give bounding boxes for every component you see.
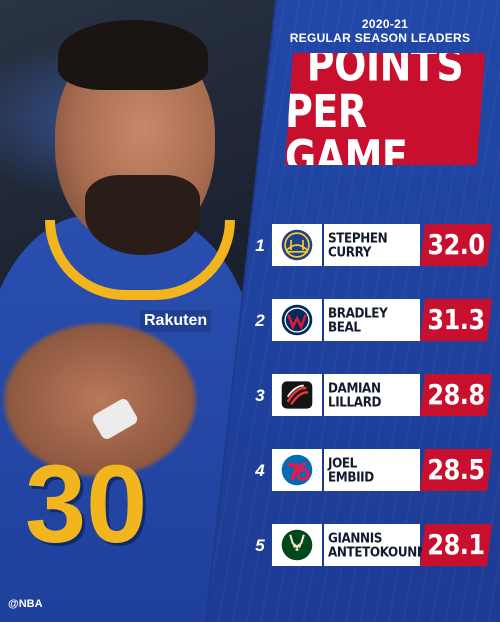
rank-number: 4 [255, 461, 265, 480]
player-hands [0, 320, 200, 480]
player-last-name: LILLARD [328, 394, 382, 410]
ppg-value-box: 28.8 [420, 374, 492, 416]
player-first-name: GIANNIS [328, 530, 382, 546]
nba-credit: @NBA [8, 598, 43, 610]
trail-blazers-logo-icon [272, 374, 322, 416]
rank-number: 3 [255, 386, 265, 405]
ppg-value: 28.5 [427, 453, 485, 487]
player-first-name: STEPHEN [328, 230, 388, 246]
season-label: 2020-21 [361, 17, 409, 31]
ppg-value: 31.3 [427, 303, 485, 337]
leader-row-1: 1 STEPHEN CURRY 32.0 [0, 224, 500, 270]
warriors-logo-icon [272, 224, 322, 266]
title-banner: POINTS PER GAME [285, 53, 485, 165]
player-name: DAMIAN LILLARD [322, 374, 420, 416]
ppg-value-box: 32.0 [420, 224, 492, 266]
player-name: GIANNIS ANTETOKOUNMPO [322, 524, 447, 566]
wizards-logo-icon [272, 299, 322, 341]
ppg-value: 32.0 [427, 228, 485, 262]
player-hair [58, 20, 208, 90]
player-name: BRADLEY BEAL [322, 299, 420, 341]
76ers-logo-icon [272, 449, 322, 491]
player-last-name: BEAL [328, 319, 361, 335]
ppg-value: 28.1 [427, 528, 485, 562]
bucks-logo-icon [272, 524, 322, 566]
player-name: STEPHEN CURRY [322, 224, 420, 266]
ppg-value-box: 28.1 [420, 524, 492, 566]
rank-number: 2 [255, 311, 265, 330]
leader-row-5: 5 GIANNIS ANTETOKOUNMPO 28.1 [0, 524, 500, 570]
player-first-name: JOEL [328, 455, 357, 471]
player-first-name: DAMIAN [328, 380, 381, 396]
player-last-name: EMBIID [328, 469, 374, 485]
rank-number: 5 [255, 536, 265, 555]
ppg-value: 28.8 [427, 378, 485, 412]
player-name: JOEL EMBIID [322, 449, 420, 491]
ppg-value-box: 31.3 [420, 299, 492, 341]
player-last-name: CURRY [328, 244, 372, 260]
title-line-2: PER GAME [285, 84, 408, 184]
player-first-name: BRADLEY [328, 305, 388, 321]
subtitle-label: REGULAR SEASON LEADERS [289, 31, 471, 45]
player-last-name: ANTETOKOUNMPO [328, 544, 447, 560]
leader-row-4: 4 JOEL EMBIID 28.5 [0, 449, 500, 495]
player-beard [85, 175, 200, 255]
ppg-value-box: 28.5 [420, 449, 492, 491]
leader-row-2: 2 BRADLEY BEAL 31.3 [0, 299, 500, 345]
title-line-1: POINTS [306, 38, 464, 92]
leader-row-3: 3 DAMIAN LILLARD 28.8 [0, 374, 500, 420]
jersey-number: 30 [25, 443, 148, 566]
rank-number: 1 [255, 236, 265, 255]
